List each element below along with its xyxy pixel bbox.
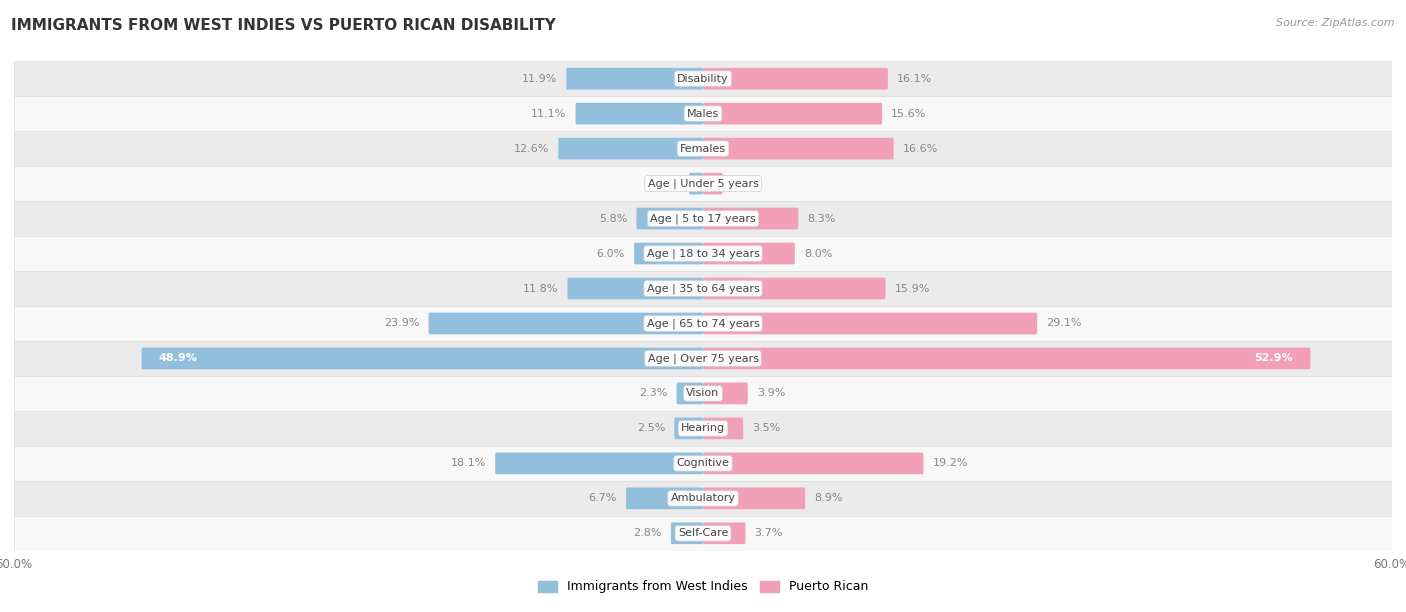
- Text: Age | 5 to 17 years: Age | 5 to 17 years: [650, 214, 756, 224]
- Text: 6.0%: 6.0%: [596, 248, 624, 258]
- Text: Age | 18 to 34 years: Age | 18 to 34 years: [647, 248, 759, 259]
- Text: Cognitive: Cognitive: [676, 458, 730, 468]
- Text: Source: ZipAtlas.com: Source: ZipAtlas.com: [1277, 18, 1395, 28]
- Text: 2.3%: 2.3%: [640, 389, 668, 398]
- FancyBboxPatch shape: [703, 243, 794, 264]
- Text: 11.1%: 11.1%: [531, 109, 567, 119]
- FancyBboxPatch shape: [575, 103, 703, 124]
- Text: 52.9%: 52.9%: [1254, 354, 1294, 364]
- FancyBboxPatch shape: [703, 488, 806, 509]
- FancyBboxPatch shape: [703, 417, 744, 439]
- Text: 11.9%: 11.9%: [522, 73, 557, 84]
- FancyBboxPatch shape: [676, 382, 703, 405]
- FancyBboxPatch shape: [568, 278, 703, 299]
- FancyBboxPatch shape: [142, 348, 703, 369]
- Text: Self-Care: Self-Care: [678, 528, 728, 539]
- FancyBboxPatch shape: [14, 61, 1392, 96]
- FancyBboxPatch shape: [703, 207, 799, 230]
- FancyBboxPatch shape: [703, 103, 882, 124]
- Text: 16.6%: 16.6%: [903, 144, 938, 154]
- Text: 11.8%: 11.8%: [523, 283, 558, 294]
- Text: 29.1%: 29.1%: [1046, 318, 1081, 329]
- FancyBboxPatch shape: [14, 516, 1392, 551]
- FancyBboxPatch shape: [14, 306, 1392, 341]
- FancyBboxPatch shape: [558, 138, 703, 160]
- Text: 3.7%: 3.7%: [755, 528, 783, 539]
- FancyBboxPatch shape: [703, 313, 1038, 334]
- FancyBboxPatch shape: [14, 271, 1392, 306]
- Text: 16.1%: 16.1%: [897, 73, 932, 84]
- Text: Vision: Vision: [686, 389, 720, 398]
- Text: 23.9%: 23.9%: [384, 318, 419, 329]
- FancyBboxPatch shape: [703, 452, 924, 474]
- Text: Age | Under 5 years: Age | Under 5 years: [648, 178, 758, 189]
- Text: IMMIGRANTS FROM WEST INDIES VS PUERTO RICAN DISABILITY: IMMIGRANTS FROM WEST INDIES VS PUERTO RI…: [11, 18, 557, 34]
- Text: 19.2%: 19.2%: [932, 458, 969, 468]
- Text: 12.6%: 12.6%: [513, 144, 550, 154]
- FancyBboxPatch shape: [429, 313, 703, 334]
- FancyBboxPatch shape: [14, 201, 1392, 236]
- Text: 5.8%: 5.8%: [599, 214, 627, 223]
- Text: Age | 35 to 64 years: Age | 35 to 64 years: [647, 283, 759, 294]
- Text: 6.7%: 6.7%: [589, 493, 617, 503]
- FancyBboxPatch shape: [637, 207, 703, 230]
- Text: Females: Females: [681, 144, 725, 154]
- Text: 8.0%: 8.0%: [804, 248, 832, 258]
- FancyBboxPatch shape: [14, 236, 1392, 271]
- Legend: Immigrants from West Indies, Puerto Rican: Immigrants from West Indies, Puerto Rica…: [533, 575, 873, 599]
- Text: 48.9%: 48.9%: [159, 354, 198, 364]
- Text: 15.9%: 15.9%: [894, 283, 931, 294]
- FancyBboxPatch shape: [14, 96, 1392, 131]
- FancyBboxPatch shape: [14, 341, 1392, 376]
- Text: 2.5%: 2.5%: [637, 424, 665, 433]
- Text: Hearing: Hearing: [681, 424, 725, 433]
- Text: 18.1%: 18.1%: [450, 458, 486, 468]
- Text: Age | Over 75 years: Age | Over 75 years: [648, 353, 758, 364]
- FancyBboxPatch shape: [14, 446, 1392, 481]
- FancyBboxPatch shape: [14, 411, 1392, 446]
- Text: 8.9%: 8.9%: [814, 493, 842, 503]
- FancyBboxPatch shape: [703, 348, 1310, 369]
- FancyBboxPatch shape: [14, 481, 1392, 516]
- Text: 60.0%: 60.0%: [0, 559, 32, 572]
- FancyBboxPatch shape: [626, 488, 703, 509]
- FancyBboxPatch shape: [703, 382, 748, 405]
- Text: 15.6%: 15.6%: [891, 109, 927, 119]
- Text: 1.7%: 1.7%: [731, 179, 761, 188]
- Text: Age | 65 to 74 years: Age | 65 to 74 years: [647, 318, 759, 329]
- Text: 1.2%: 1.2%: [651, 179, 681, 188]
- FancyBboxPatch shape: [703, 278, 886, 299]
- Text: Disability: Disability: [678, 73, 728, 84]
- FancyBboxPatch shape: [14, 166, 1392, 201]
- Text: Ambulatory: Ambulatory: [671, 493, 735, 503]
- Text: 3.9%: 3.9%: [756, 389, 786, 398]
- FancyBboxPatch shape: [634, 243, 703, 264]
- Text: 8.3%: 8.3%: [807, 214, 835, 223]
- Text: 3.5%: 3.5%: [752, 424, 780, 433]
- FancyBboxPatch shape: [689, 173, 703, 195]
- FancyBboxPatch shape: [495, 452, 703, 474]
- FancyBboxPatch shape: [703, 173, 723, 195]
- FancyBboxPatch shape: [703, 68, 887, 89]
- FancyBboxPatch shape: [703, 523, 745, 544]
- Text: 2.8%: 2.8%: [633, 528, 662, 539]
- Text: 60.0%: 60.0%: [1374, 559, 1406, 572]
- FancyBboxPatch shape: [14, 131, 1392, 166]
- FancyBboxPatch shape: [567, 68, 703, 89]
- FancyBboxPatch shape: [14, 376, 1392, 411]
- FancyBboxPatch shape: [671, 523, 703, 544]
- FancyBboxPatch shape: [703, 138, 894, 160]
- FancyBboxPatch shape: [675, 417, 703, 439]
- Text: Males: Males: [688, 109, 718, 119]
